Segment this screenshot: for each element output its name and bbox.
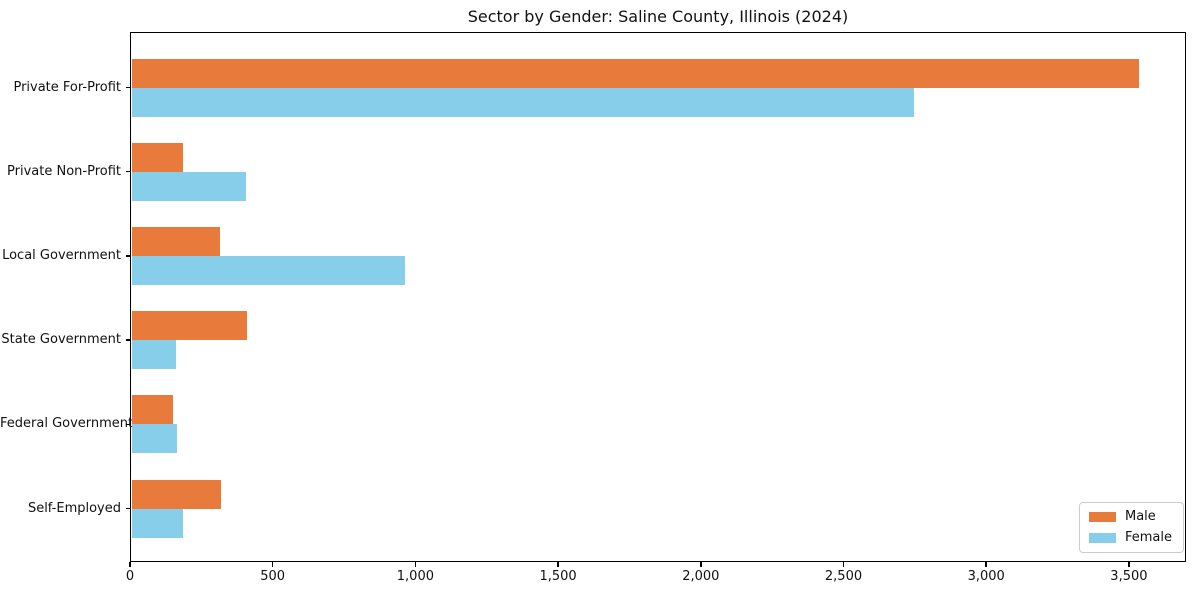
bar-female-self-employed	[131, 508, 183, 538]
x-axis-tick-mark	[557, 562, 559, 567]
y-axis-category-label: Private Non-Profit	[7, 163, 121, 179]
y-axis-category-label: Local Government	[2, 247, 121, 263]
x-axis-tick-mark	[129, 562, 131, 567]
x-axis-tick-mark	[985, 562, 987, 567]
bar-female-federal-government	[131, 424, 178, 454]
plot-area	[130, 32, 1186, 562]
x-axis-tick-mark	[1128, 562, 1130, 567]
y-axis-category-label: Federal Government	[0, 416, 134, 432]
legend-label-female: Female	[1124, 530, 1172, 545]
chart-title: Sector by Gender: Saline County, Illinoi…	[467, 7, 849, 26]
y-axis-category-label: State Government	[1, 332, 121, 348]
bar-female-private-for-profit	[131, 87, 914, 117]
x-axis-tick-label: 3,000	[967, 569, 1005, 584]
bar-male-self-employed	[131, 479, 222, 509]
x-axis-tick-mark	[414, 562, 417, 567]
y-axis-tick-mark	[126, 255, 130, 257]
y-axis-tick-mark	[126, 423, 130, 426]
bar-male-private-for-profit	[131, 58, 1139, 88]
y-axis-tick-mark	[126, 339, 130, 341]
y-axis-category-label: Self-Employed	[27, 500, 121, 516]
bar-male-state-government	[131, 311, 248, 341]
x-axis-tick-label: 2,500	[824, 569, 863, 584]
x-axis-tick-mark	[271, 562, 274, 567]
y-axis-tick-mark	[126, 170, 130, 173]
x-axis-tick-mark	[842, 562, 845, 567]
y-axis-tick-mark	[126, 507, 130, 510]
x-axis-tick-label: 1,500	[539, 569, 577, 584]
x-axis-tick-label: 1,000	[396, 569, 434, 584]
legend-swatch-female	[1088, 533, 1116, 543]
legend-item-male: Male	[1088, 509, 1172, 524]
y-axis-tick-mark	[126, 86, 130, 89]
x-axis-tick-mark	[700, 562, 702, 567]
bar-male-federal-government	[131, 395, 173, 425]
bar-male-private-non-profit	[131, 142, 183, 172]
y-axis-category-label: Private For-Profit	[13, 79, 121, 95]
bar-female-private-non-profit	[131, 171, 246, 201]
x-axis-tick-label: 500	[260, 569, 286, 584]
legend-label-male: Male	[1124, 509, 1156, 524]
legend-item-female: Female	[1088, 530, 1172, 545]
x-axis-tick-label: 3,500	[1110, 569, 1148, 584]
x-axis-tick-label: 2,000	[682, 569, 720, 584]
legend-swatch-male	[1088, 512, 1116, 522]
x-axis-tick-label: 0	[125, 569, 135, 584]
bar-female-state-government	[131, 340, 176, 370]
legend: Male Female	[1078, 502, 1184, 553]
bar-female-local-government	[131, 255, 406, 285]
bar-male-local-government	[131, 226, 220, 256]
